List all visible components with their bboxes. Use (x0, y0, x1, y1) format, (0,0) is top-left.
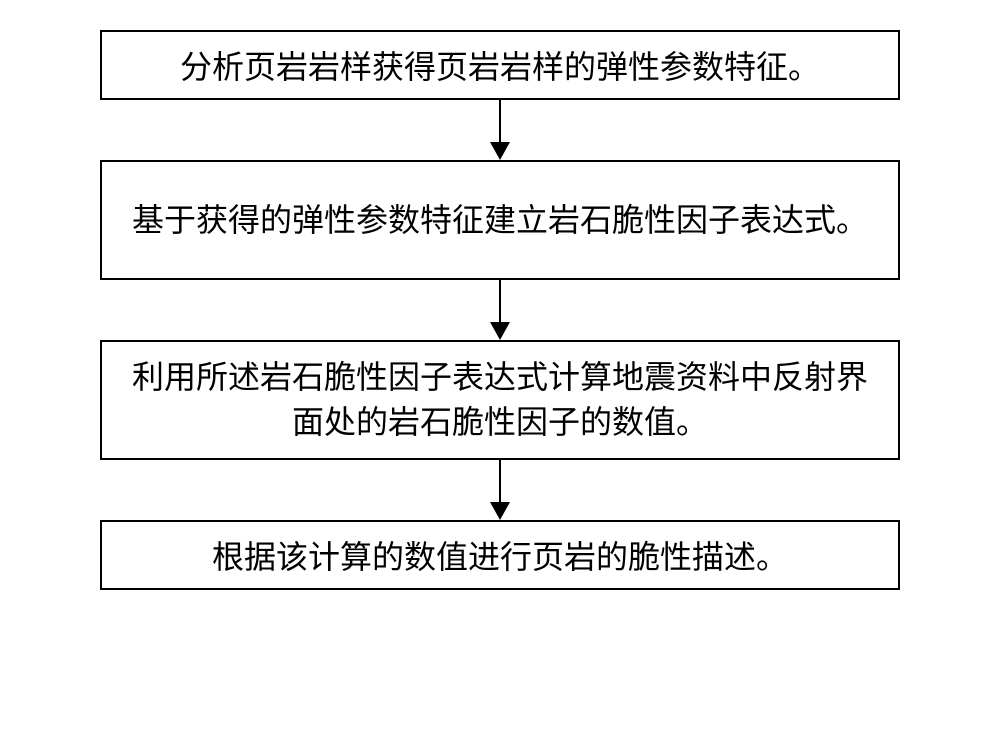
step-text: 利用所述岩石脆性因子表达式计算地震资料中反射界面处的岩石脆性因子的数值。 (122, 355, 878, 445)
step-text: 分析页岩岩样获得页岩岩样的弹性参数特征。 (180, 42, 820, 88)
flowchart-container: 分析页岩岩样获得页岩岩样的弹性参数特征。 基于获得的弹性参数特征建立岩石脆性因子… (0, 30, 1000, 590)
flowchart-step-2: 基于获得的弹性参数特征建立岩石脆性因子表达式。 (100, 160, 900, 280)
arrow-head-icon (490, 142, 510, 160)
flowchart-step-4: 根据该计算的数值进行页岩的脆性描述。 (100, 520, 900, 590)
flowchart-step-3: 利用所述岩石脆性因子表达式计算地震资料中反射界面处的岩石脆性因子的数值。 (100, 340, 900, 460)
arrow-2 (490, 280, 510, 340)
arrow-head-icon (490, 322, 510, 340)
arrow-3 (490, 460, 510, 520)
arrow-line-icon (499, 100, 501, 142)
step-text: 根据该计算的数值进行页岩的脆性描述。 (212, 532, 788, 578)
arrow-1 (490, 100, 510, 160)
step-text: 基于获得的弹性参数特征建立岩石脆性因子表达式。 (132, 198, 868, 243)
flowchart-step-1: 分析页岩岩样获得页岩岩样的弹性参数特征。 (100, 30, 900, 100)
arrow-line-icon (499, 280, 501, 322)
arrow-line-icon (499, 460, 501, 502)
arrow-head-icon (490, 502, 510, 520)
